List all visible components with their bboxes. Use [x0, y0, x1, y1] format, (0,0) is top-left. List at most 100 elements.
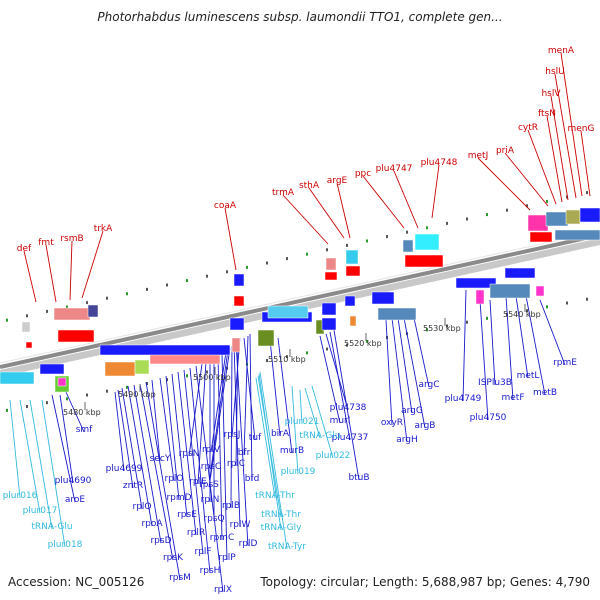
tick-label: 5530 kbp: [423, 324, 461, 333]
gene-label-bottom: zntR: [123, 481, 143, 491]
gene-feature: [455, 277, 497, 289]
gene-label-bottom: metB: [533, 388, 557, 398]
gene-feature: [324, 271, 338, 281]
label-leader: [188, 363, 203, 457]
gene-label-top: hslV: [541, 89, 561, 99]
label-leader: [462, 289, 467, 402]
gene-label-bottom: rpsH: [200, 566, 221, 576]
label-leader: [231, 337, 241, 438]
label-leader: [224, 207, 237, 271]
gene-label-top: trmA: [272, 188, 295, 198]
gene-label-bottom: plu4737: [332, 433, 369, 443]
gene-feature: [229, 317, 245, 331]
grid-dot: [386, 235, 388, 239]
gene-feature: [579, 207, 600, 223]
rna-label: tRNA-Thr: [255, 491, 295, 501]
grid-dot: [446, 324, 448, 328]
gene-feature: [233, 295, 245, 307]
label-leader: [291, 385, 299, 475]
gene-label-top: menG: [568, 124, 595, 134]
label-leader: [183, 369, 204, 555]
grid-dot: [466, 320, 468, 324]
gene-label-top: cytR: [518, 123, 538, 133]
gene-label-top: menA: [548, 46, 575, 56]
gene-feature: [134, 359, 150, 375]
grid-dot: [366, 339, 368, 343]
gene-label-bottom: rpsM: [169, 573, 191, 583]
label-leader: [397, 317, 413, 414]
label-leader: [259, 371, 288, 550]
rna-label: tRNA-Gly: [261, 523, 303, 533]
grid-dot: [586, 191, 588, 195]
gene-label-top: metJ: [468, 151, 489, 161]
grid-dot: [406, 230, 408, 234]
grid-dot: [526, 309, 528, 313]
label-leader: [51, 394, 76, 503]
label-leader: [299, 389, 303, 425]
grid-dot: [566, 195, 568, 199]
label-leader: [362, 175, 405, 229]
gene-label-top: priA: [496, 146, 515, 156]
gene-label-bottom: rpmC: [210, 533, 234, 543]
gene-label-bottom: aroE: [65, 495, 86, 505]
gene-label-top: sthA: [299, 181, 320, 191]
label-leader: [479, 299, 489, 421]
gene-label-bottom: argB: [415, 421, 436, 431]
label-leader: [249, 333, 253, 482]
gene-label-bottom: rpmE: [553, 358, 577, 368]
grid-dot: [106, 296, 108, 300]
gene-label-bottom: plu4690: [55, 476, 92, 486]
grid-dot: [126, 385, 128, 389]
label-leader: [121, 387, 143, 510]
gene-label-bottom: plu4738: [330, 403, 367, 413]
grid-dot: [206, 370, 208, 374]
grid-dot: [266, 359, 268, 363]
gene-label-top: ppc: [355, 169, 371, 179]
gene-feature: [404, 254, 444, 268]
grid-dot: [186, 279, 188, 283]
gene-label-top: plu4747: [376, 164, 413, 174]
gene-label-bottom: rpsJ: [224, 430, 241, 440]
genome-summary: Topology: circular; Length: 5,688,987 bp…: [260, 575, 590, 589]
label-leader: [29, 399, 53, 530]
label-leader: [580, 130, 591, 197]
label-leader: [304, 387, 321, 439]
tick-label: 5500 kbp: [193, 373, 231, 382]
gene-label-bottom: murI: [330, 416, 351, 426]
gene-label-bottom: rplD: [239, 539, 258, 549]
grid-dot: [586, 297, 588, 301]
gene-label-bottom: ISPlu3B: [478, 378, 512, 388]
grid-dot: [206, 274, 208, 278]
gene-label-bottom: rplN: [201, 495, 220, 505]
gene-label-bottom: plu4750: [470, 413, 507, 423]
label-leader: [329, 331, 351, 441]
label-leader: [431, 164, 440, 219]
label-leader: [127, 385, 153, 527]
gene-feature: [504, 267, 536, 279]
tick-label: 5510 kbp: [268, 355, 306, 364]
grid-dot: [146, 382, 148, 386]
label-leader: [139, 383, 174, 561]
grid-dot: [446, 221, 448, 225]
grid-dot: [146, 287, 148, 291]
grid-dot: [506, 208, 508, 212]
label-leader: [133, 384, 162, 544]
label-leader: [117, 389, 134, 489]
gene-label-bottom: rplF: [194, 547, 211, 557]
gene-label-bottom: rpmD: [166, 493, 191, 503]
label-leader: [189, 367, 211, 574]
label-leader: [243, 337, 256, 441]
rna-label: plur019: [281, 467, 316, 477]
grid-dot: [6, 318, 8, 322]
label-leader: [489, 299, 496, 386]
grid-dot: [226, 270, 228, 274]
rna-label: plur016: [3, 491, 38, 501]
gene-label-bottom: rplW: [230, 520, 251, 530]
gene-label-bottom: bfd: [245, 474, 260, 484]
label-leader: [282, 194, 329, 245]
gene-feature: [57, 377, 67, 387]
gene-label-bottom: rpsE: [177, 510, 197, 520]
grid-dot: [306, 351, 308, 355]
gene-label-bottom: metF: [501, 393, 524, 403]
